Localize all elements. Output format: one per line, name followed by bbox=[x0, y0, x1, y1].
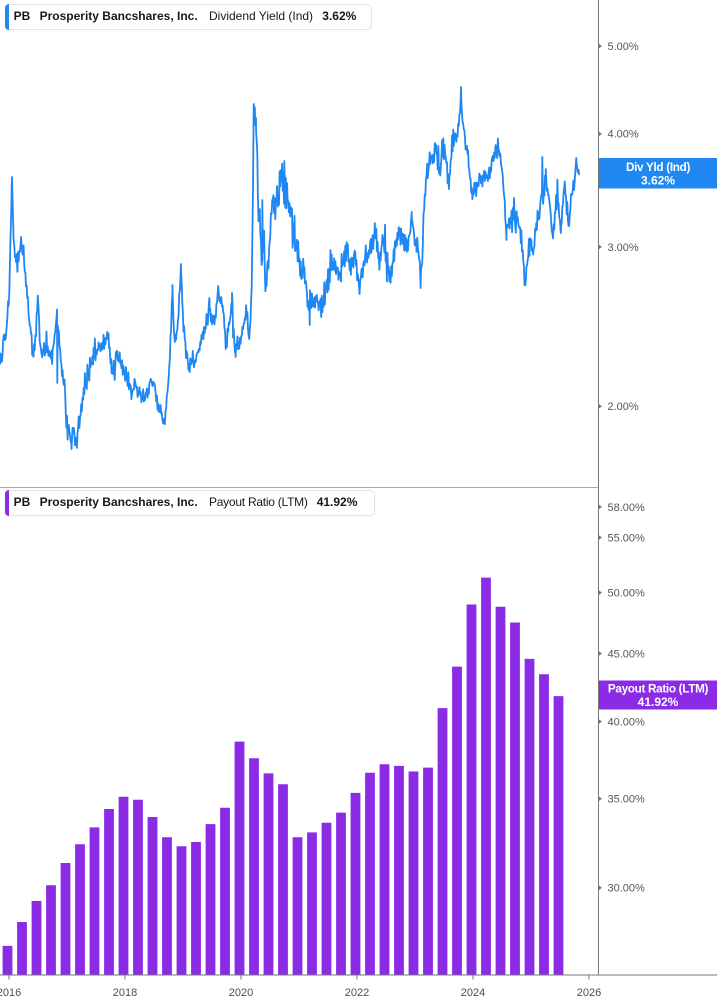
svg-text:2016: 2016 bbox=[0, 987, 21, 999]
svg-text:2020: 2020 bbox=[229, 987, 253, 999]
svg-text:50.00%: 50.00% bbox=[608, 588, 646, 600]
svg-text:2024: 2024 bbox=[461, 987, 485, 999]
svg-text:5.00%: 5.00% bbox=[608, 41, 639, 53]
svg-text:Div Yld (Ind): Div Yld (Ind) bbox=[626, 161, 690, 174]
svg-text:35.00%: 35.00% bbox=[608, 794, 646, 806]
svg-text:45.00%: 45.00% bbox=[608, 648, 646, 660]
svg-text:2018: 2018 bbox=[113, 987, 137, 999]
svg-text:2026: 2026 bbox=[577, 987, 601, 999]
svg-text:55.00%: 55.00% bbox=[608, 532, 646, 544]
svg-text:41.92%: 41.92% bbox=[638, 695, 679, 709]
svg-text:40.00%: 40.00% bbox=[608, 716, 646, 728]
svg-text:58.00%: 58.00% bbox=[608, 502, 646, 514]
svg-text:30.00%: 30.00% bbox=[608, 883, 646, 895]
svg-text:3.00%: 3.00% bbox=[608, 242, 639, 254]
svg-text:2022: 2022 bbox=[345, 987, 369, 999]
svg-text:4.00%: 4.00% bbox=[608, 129, 639, 141]
svg-text:2.00%: 2.00% bbox=[608, 401, 639, 413]
svg-text:3.62%: 3.62% bbox=[641, 174, 675, 188]
svg-text:Payout Ratio (LTM): Payout Ratio (LTM) bbox=[608, 683, 709, 696]
